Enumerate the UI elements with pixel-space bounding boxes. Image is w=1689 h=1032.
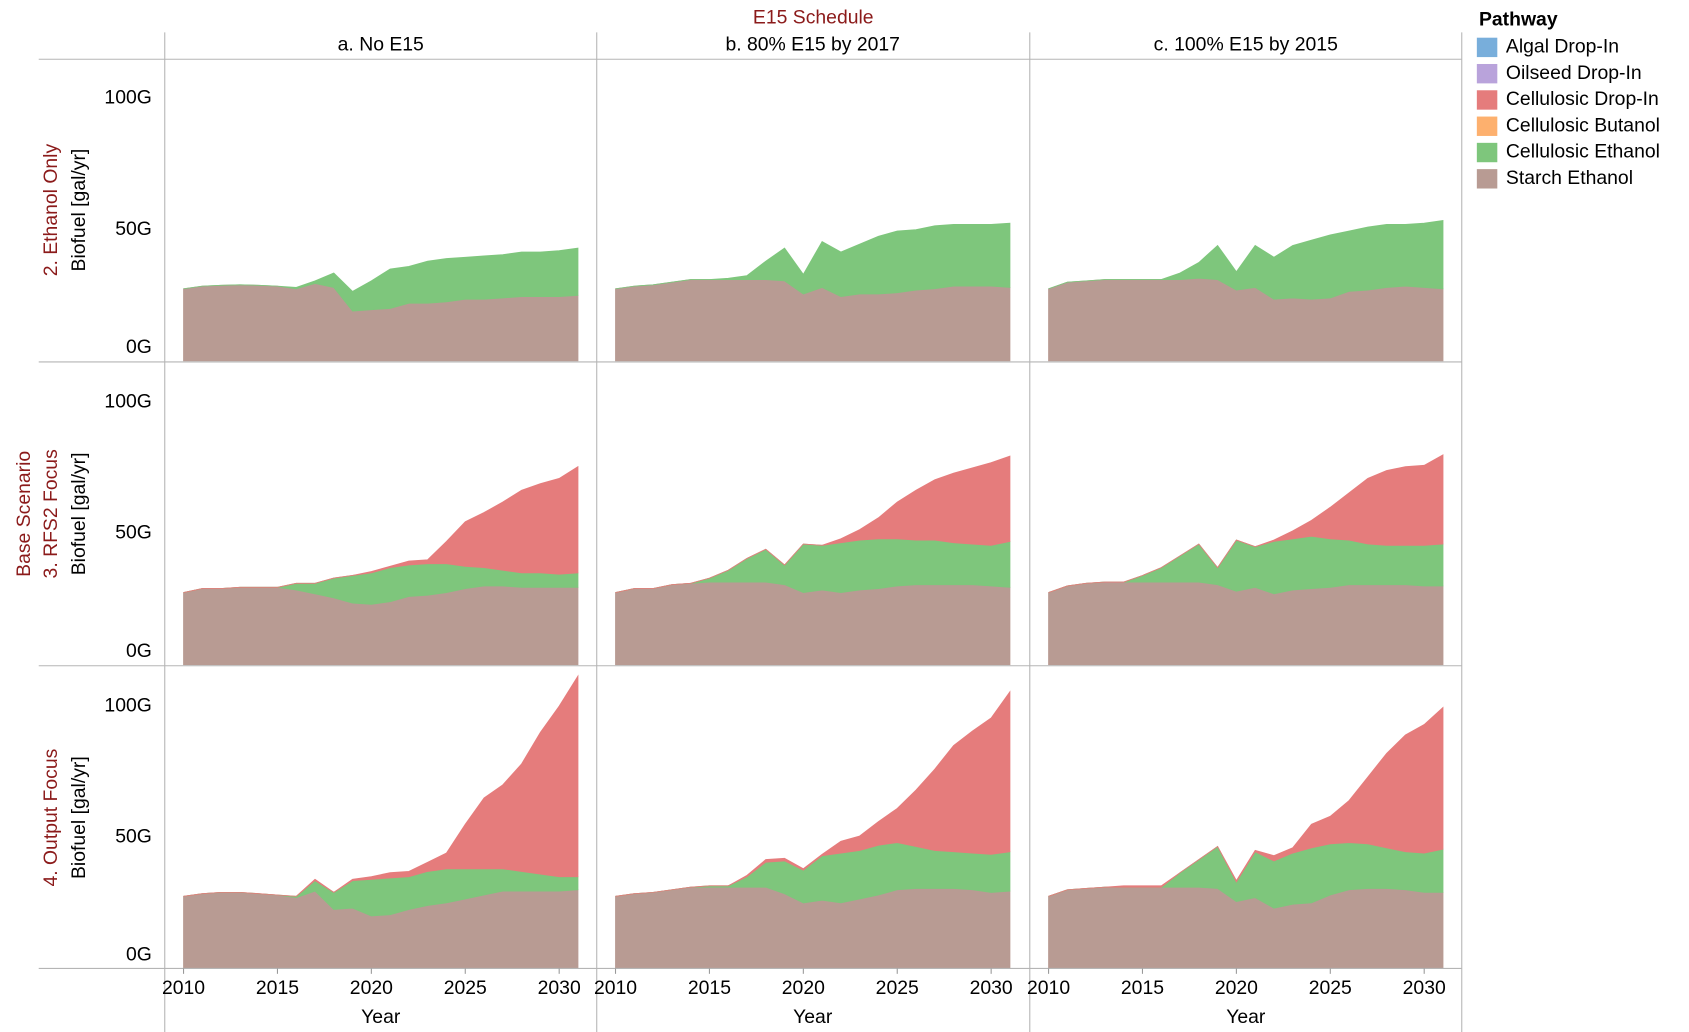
- legend-swatch: [1476, 169, 1498, 189]
- legend-swatch: [1476, 116, 1498, 136]
- legend-label: Cellulosic Butanol: [1506, 114, 1660, 136]
- legend-swatch: [1476, 142, 1498, 163]
- legend-title: Pathway: [1479, 9, 1558, 31]
- x-axis-label: Year: [361, 1006, 401, 1028]
- row-label: 2. Ethanol Only: [40, 144, 62, 277]
- area: [615, 279, 1011, 362]
- y-axis-label: Biofuel [gal/yr]: [68, 452, 90, 575]
- y-tick-label: 100G: [104, 390, 151, 412]
- x-tick-label: 2015: [688, 977, 731, 999]
- area: [1048, 581, 1444, 666]
- legend-label: Starch Ethanol: [1506, 167, 1633, 189]
- x-tick-label: 2025: [876, 977, 919, 999]
- x-tick-label: 2025: [1309, 977, 1352, 999]
- y-axis-label: Biofuel [gal/yr]: [68, 756, 90, 879]
- area: [615, 455, 1011, 593]
- area: [615, 581, 1011, 666]
- area: [183, 247, 579, 312]
- legend-label: Algal Drop-In: [1506, 36, 1619, 58]
- y-axis-label: Biofuel [gal/yr]: [68, 149, 90, 272]
- legend-swatch: [1476, 90, 1498, 110]
- y-tick-label: 0G: [126, 944, 152, 966]
- row-label: 3. RFS2 Focus: [40, 449, 62, 578]
- y-tick-label: 100G: [104, 694, 151, 716]
- plots: [183, 220, 1444, 969]
- x-tick-label: 2030: [1403, 977, 1446, 999]
- y-tick-label: 50G: [115, 218, 152, 240]
- legend-swatch: [1476, 63, 1498, 84]
- y-tick-label: 100G: [104, 87, 151, 109]
- x-tick-label: 2010: [1027, 977, 1070, 999]
- x-tick-label: 2030: [538, 977, 581, 999]
- y-tick-label: 50G: [115, 522, 152, 544]
- x-tick-label: 2020: [782, 977, 825, 999]
- column-header: a. No E15: [338, 33, 424, 55]
- x-tick-label: 2015: [256, 977, 299, 999]
- column-header: b. 80% E15 by 2017: [725, 33, 900, 55]
- x-tick-label: 2010: [162, 977, 205, 999]
- legend-label: Oilseed Drop-In: [1506, 62, 1642, 84]
- y-tick-label: 0G: [126, 336, 152, 358]
- x-tick-label: 2020: [1215, 977, 1258, 999]
- x-tick-label: 2020: [350, 977, 393, 999]
- x-tick-label: 2025: [444, 977, 487, 999]
- legend-swatch: [1476, 37, 1498, 58]
- frame: [38, 32, 1463, 1032]
- legend-label: Cellulosic Drop-In: [1506, 88, 1659, 110]
- area: [1048, 454, 1444, 593]
- x-tick-label: 2015: [1121, 977, 1164, 999]
- chart-title: E15 Schedule: [753, 6, 874, 28]
- area: [1048, 277, 1444, 362]
- row-label: 4. Output Focus: [40, 749, 62, 887]
- area: [183, 674, 579, 897]
- x-tick-label: 2030: [970, 977, 1013, 999]
- area: [615, 222, 1011, 298]
- area: [183, 465, 579, 593]
- x-axis-label: Year: [793, 1006, 833, 1028]
- x-axis-label: Year: [1226, 1006, 1266, 1028]
- row-label: Base Scenario: [13, 451, 35, 577]
- x-tick-label: 2010: [594, 977, 637, 999]
- area: [1048, 220, 1444, 300]
- column-header: c. 100% E15 by 2015: [1154, 33, 1338, 55]
- y-tick-label: 0G: [126, 640, 152, 662]
- legend-label: Cellulosic Ethanol: [1506, 141, 1660, 163]
- area: [1048, 706, 1444, 897]
- y-tick-label: 50G: [115, 825, 152, 847]
- area: [615, 690, 1011, 897]
